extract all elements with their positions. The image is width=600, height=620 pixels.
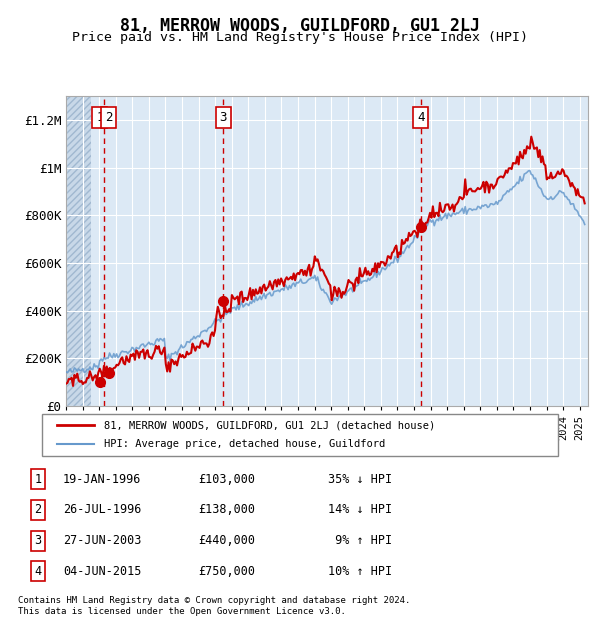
Bar — [66, 96, 91, 406]
Text: HPI: Average price, detached house, Guildford: HPI: Average price, detached house, Guil… — [104, 439, 385, 449]
Text: 26-JUL-1996: 26-JUL-1996 — [63, 503, 142, 516]
Text: 2: 2 — [34, 503, 41, 516]
Text: £750,000: £750,000 — [199, 565, 256, 578]
Text: 3: 3 — [220, 111, 227, 124]
Text: 27-JUN-2003: 27-JUN-2003 — [63, 534, 142, 547]
Text: Price paid vs. HM Land Registry's House Price Index (HPI): Price paid vs. HM Land Registry's House … — [72, 31, 528, 44]
Text: 2: 2 — [105, 111, 112, 124]
Text: 10% ↑ HPI: 10% ↑ HPI — [328, 565, 392, 578]
Text: £103,000: £103,000 — [199, 472, 256, 485]
Text: 1: 1 — [96, 111, 104, 124]
Text: 1: 1 — [34, 472, 41, 485]
Text: 9% ↑ HPI: 9% ↑ HPI — [328, 534, 392, 547]
Text: 14% ↓ HPI: 14% ↓ HPI — [328, 503, 392, 516]
Text: 3: 3 — [34, 534, 41, 547]
FancyBboxPatch shape — [42, 414, 558, 456]
Text: £138,000: £138,000 — [199, 503, 256, 516]
Text: 81, MERROW WOODS, GUILDFORD, GU1 2LJ (detached house): 81, MERROW WOODS, GUILDFORD, GU1 2LJ (de… — [104, 420, 435, 430]
Text: £440,000: £440,000 — [199, 534, 256, 547]
Text: 35% ↓ HPI: 35% ↓ HPI — [328, 472, 392, 485]
Text: 4: 4 — [417, 111, 425, 124]
Text: 81, MERROW WOODS, GUILDFORD, GU1 2LJ: 81, MERROW WOODS, GUILDFORD, GU1 2LJ — [120, 17, 480, 35]
Text: 4: 4 — [34, 565, 41, 578]
Text: 04-JUN-2015: 04-JUN-2015 — [63, 565, 142, 578]
Text: Contains HM Land Registry data © Crown copyright and database right 2024.
This d: Contains HM Land Registry data © Crown c… — [18, 596, 410, 616]
Text: 19-JAN-1996: 19-JAN-1996 — [63, 472, 142, 485]
